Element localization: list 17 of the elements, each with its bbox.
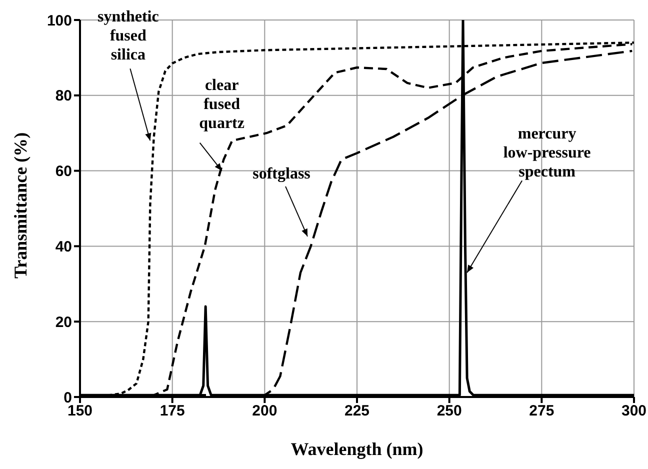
- x-tick-label: 300: [621, 402, 647, 420]
- y-tick-label: 60: [55, 163, 72, 180]
- x-axis-title: Wavelength (nm): [290, 439, 424, 459]
- x-tick-label: 200: [252, 402, 278, 420]
- y-tick-label: 100: [46, 12, 72, 30]
- x-tick-label: 175: [160, 402, 185, 420]
- annotation: clear fused quartz: [199, 76, 244, 132]
- y-tick-label: 20: [55, 314, 72, 331]
- x-tick-label: 250: [436, 402, 462, 420]
- y-axis-title: Transmittance (%): [10, 132, 30, 278]
- y-tick-label: 80: [55, 88, 72, 105]
- x-tick-label: 225: [344, 402, 370, 420]
- x-tick-label: 275: [529, 402, 554, 420]
- annotation: synthetic fused silica: [98, 8, 159, 64]
- annotation: softglass: [252, 165, 310, 182]
- y-tick-label: 40: [55, 238, 72, 256]
- annotation: mercury low-pressure spectum: [503, 126, 591, 181]
